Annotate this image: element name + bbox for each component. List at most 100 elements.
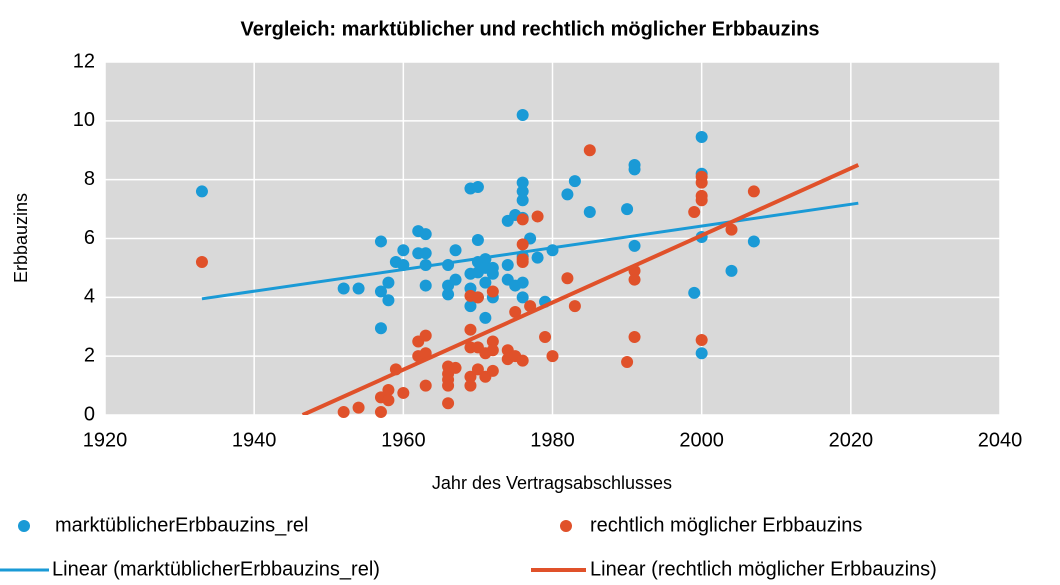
point bbox=[374, 285, 387, 298]
point bbox=[195, 185, 208, 198]
y-tick-label: 10 bbox=[73, 109, 95, 131]
point bbox=[382, 394, 395, 407]
point bbox=[419, 329, 432, 342]
x-axis-label: Jahr des Vertragsabschlusses bbox=[432, 473, 672, 493]
x-tick-label: 2020 bbox=[829, 429, 874, 451]
point bbox=[621, 203, 634, 216]
y-tick-label: 8 bbox=[84, 168, 95, 190]
point bbox=[382, 294, 395, 307]
point bbox=[725, 223, 738, 236]
point bbox=[747, 235, 760, 248]
point bbox=[486, 364, 499, 377]
point bbox=[516, 213, 529, 226]
y-tick-label: 6 bbox=[84, 227, 95, 249]
x-tick-label: 1960 bbox=[381, 429, 426, 451]
point bbox=[471, 181, 484, 194]
point bbox=[486, 267, 499, 280]
point bbox=[531, 251, 544, 264]
point bbox=[382, 276, 395, 289]
point bbox=[464, 300, 477, 313]
point bbox=[486, 335, 499, 348]
point bbox=[516, 256, 529, 269]
trendline bbox=[301, 163, 860, 415]
point bbox=[471, 291, 484, 304]
point bbox=[516, 354, 529, 367]
point bbox=[539, 331, 552, 344]
point bbox=[195, 256, 208, 269]
point bbox=[695, 131, 708, 144]
point bbox=[516, 194, 529, 207]
point bbox=[501, 258, 514, 271]
y-axis-label: Erbbauzins bbox=[11, 193, 31, 283]
point bbox=[419, 379, 432, 392]
point bbox=[442, 397, 455, 410]
x-tick-label: 2040 bbox=[978, 429, 1023, 451]
point bbox=[561, 272, 574, 285]
point bbox=[419, 247, 432, 260]
point bbox=[516, 276, 529, 289]
point bbox=[464, 323, 477, 336]
point bbox=[516, 176, 529, 189]
point bbox=[471, 233, 484, 246]
chart-title: Vergleich: marktüblicher und rechtlich m… bbox=[240, 18, 819, 40]
point bbox=[419, 279, 432, 292]
point bbox=[352, 282, 365, 295]
point bbox=[568, 175, 581, 188]
point bbox=[337, 406, 350, 419]
point bbox=[531, 210, 544, 223]
point bbox=[449, 361, 462, 374]
point bbox=[583, 206, 596, 219]
point bbox=[449, 244, 462, 257]
x-tick-label: 2000 bbox=[679, 429, 724, 451]
point bbox=[374, 406, 387, 419]
legend-marker bbox=[18, 520, 30, 532]
point bbox=[471, 363, 484, 376]
y-tick-label: 2 bbox=[84, 344, 95, 366]
point bbox=[561, 188, 574, 201]
point bbox=[688, 206, 701, 219]
x-tick-label: 1940 bbox=[232, 429, 277, 451]
legend-label: Linear (marktüblicherErbbauzins_rel) bbox=[52, 558, 380, 580]
point bbox=[628, 163, 641, 176]
legend-label: Linear (rechtlich möglicher Erbbauzins) bbox=[590, 558, 937, 580]
point bbox=[479, 276, 492, 289]
legend-label: marktüblicherErbbauzins_rel bbox=[55, 514, 308, 536]
point bbox=[725, 264, 738, 277]
point bbox=[516, 291, 529, 304]
point bbox=[688, 286, 701, 299]
point bbox=[516, 238, 529, 251]
point bbox=[628, 239, 641, 252]
point bbox=[486, 344, 499, 357]
x-tick-label: 1980 bbox=[530, 429, 575, 451]
point bbox=[374, 322, 387, 335]
y-tick-label: 4 bbox=[84, 286, 95, 308]
point bbox=[546, 350, 559, 363]
y-tick-label: 0 bbox=[84, 403, 95, 425]
point bbox=[397, 386, 410, 399]
point bbox=[568, 300, 581, 313]
point bbox=[419, 228, 432, 241]
trendline bbox=[201, 201, 859, 301]
x-tick-label: 1920 bbox=[83, 429, 128, 451]
point bbox=[695, 194, 708, 207]
point bbox=[479, 311, 492, 324]
point bbox=[337, 282, 350, 295]
point bbox=[486, 285, 499, 298]
point bbox=[397, 244, 410, 257]
point bbox=[382, 383, 395, 396]
point bbox=[621, 356, 634, 369]
point bbox=[695, 176, 708, 189]
point bbox=[449, 273, 462, 286]
point bbox=[628, 273, 641, 286]
point bbox=[628, 331, 641, 344]
point bbox=[695, 347, 708, 360]
point bbox=[442, 379, 455, 392]
point bbox=[464, 379, 477, 392]
point bbox=[352, 401, 365, 414]
point bbox=[583, 144, 596, 157]
point bbox=[695, 333, 708, 346]
point bbox=[464, 370, 477, 383]
point bbox=[747, 185, 760, 198]
legend-label: rechtlich möglicher Erbbauzins bbox=[590, 514, 862, 536]
